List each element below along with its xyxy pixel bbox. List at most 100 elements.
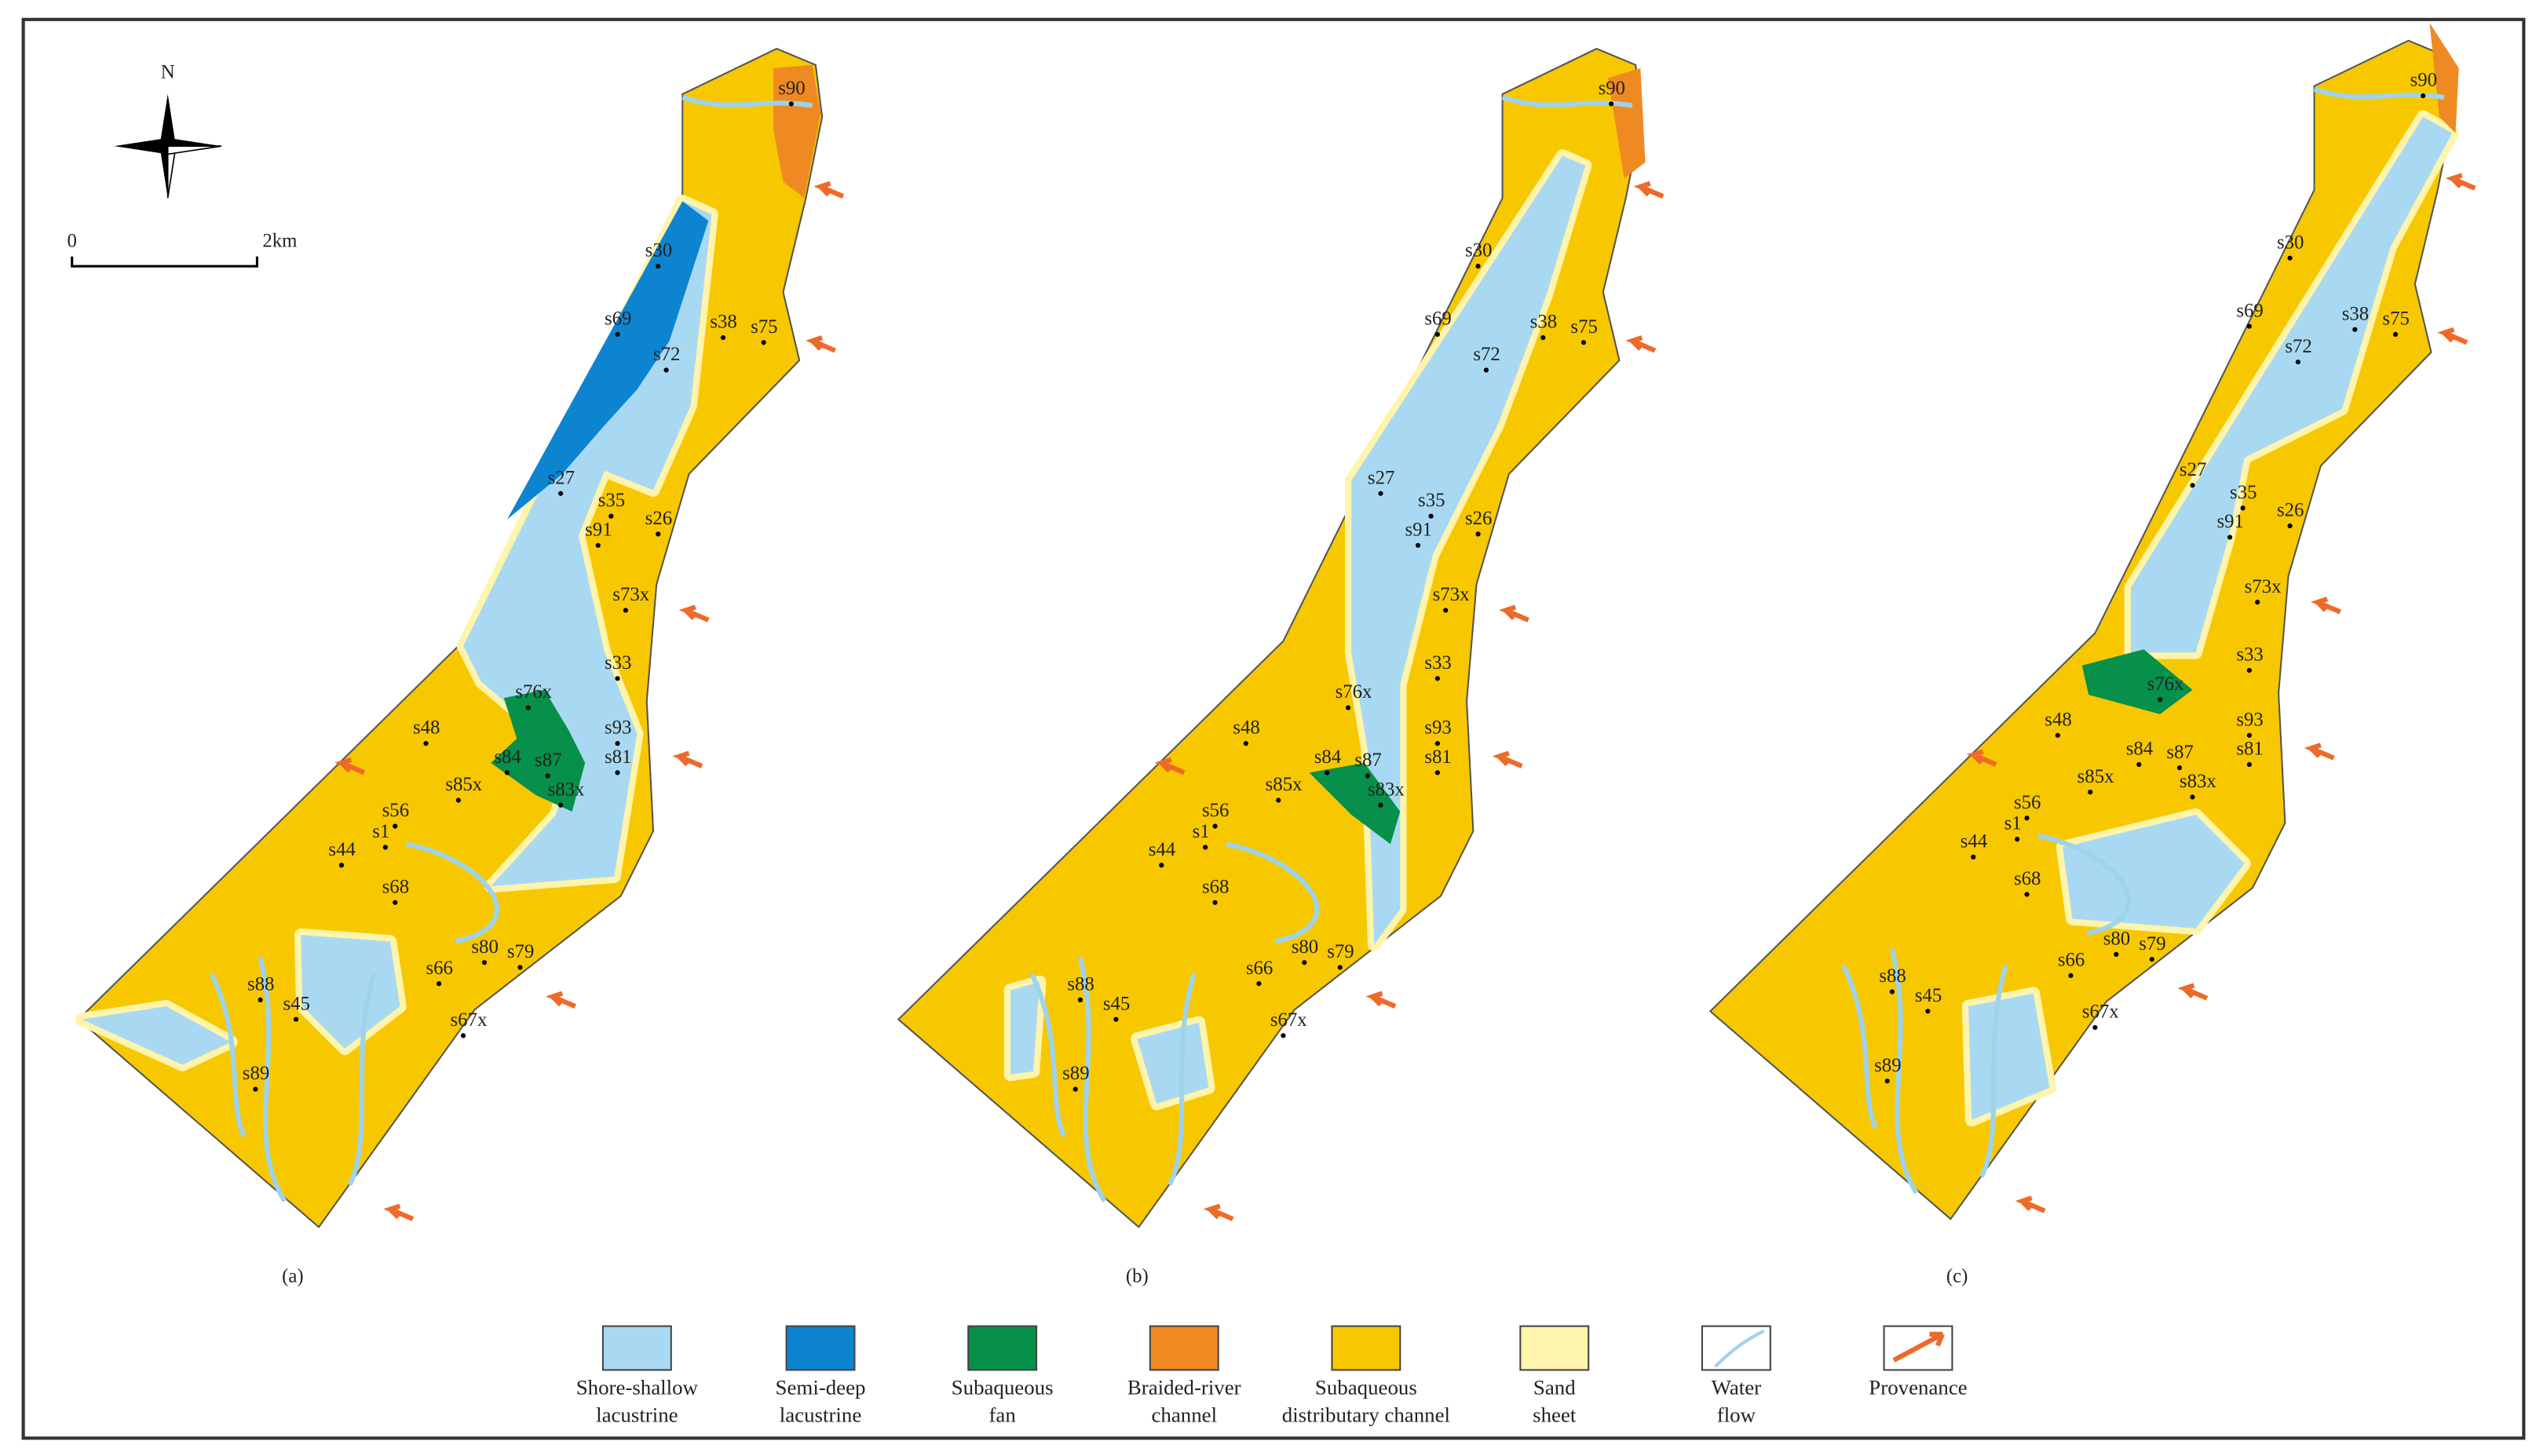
- provenance-arrow: [678, 604, 710, 622]
- well-dot: [1434, 770, 1440, 775]
- provenance-arrow: [2177, 983, 2209, 1001]
- panel-label: (a): [282, 1266, 304, 1287]
- well-label: s67x: [451, 1009, 488, 1031]
- well-dot: [720, 335, 726, 341]
- well-label: s72: [2285, 336, 2311, 357]
- well-label: s89: [243, 1063, 269, 1084]
- well-label: s81: [1424, 746, 1451, 768]
- water-flow: [1077, 957, 1107, 1202]
- well-label: s45: [283, 993, 310, 1014]
- legend-label: channel: [1151, 1403, 1217, 1427]
- shore-shallow-lacustrine: [294, 928, 407, 1056]
- well-label: s27: [548, 467, 575, 488]
- well-label: s68: [1202, 876, 1229, 897]
- well-label: s45: [1915, 985, 1942, 1006]
- legend-label: Braided-river: [1127, 1375, 1241, 1399]
- well-dot: [656, 531, 661, 537]
- water-flow: [2313, 86, 2445, 100]
- panel-facies: [1003, 68, 1646, 1111]
- well-label: s75: [1570, 316, 1597, 338]
- panel-facies: [1961, 22, 2459, 1127]
- well-dot: [2158, 697, 2163, 702]
- well-dot: [2136, 761, 2142, 768]
- well-label: s38: [710, 312, 736, 333]
- legend-label: Subaqueous: [952, 1375, 1054, 1399]
- legend-label: Water: [1712, 1375, 1762, 1399]
- well-dot: [1415, 542, 1421, 548]
- well-label: s89: [1874, 1055, 1901, 1076]
- well-label: s87: [2166, 742, 2193, 763]
- well-dot: [423, 741, 429, 746]
- water-flow: [347, 972, 377, 1187]
- shore-shallow-lacustrine: [1131, 1016, 1215, 1111]
- well-dot: [2055, 732, 2060, 738]
- north-label: N: [161, 61, 175, 82]
- well-dot: [2015, 837, 2020, 842]
- provenance-arrow: [546, 991, 576, 1009]
- panel-map: s90 s30 s69 s72 s38 s75 s27 s35 s91 s26 s73x s33 s76…: [897, 47, 1665, 1228]
- well-dot: [608, 513, 614, 519]
- well-label: s1: [372, 821, 389, 842]
- shore-shallow-lacustrine: [1003, 975, 1047, 1082]
- subaqueous-fan: [491, 689, 586, 812]
- well-label: s81: [605, 746, 631, 768]
- well-label: s35: [1418, 490, 1445, 511]
- well-label: s69: [1424, 308, 1451, 330]
- subaqueous-fan: [2081, 649, 2193, 714]
- well-dot: [338, 863, 345, 868]
- well-dot: [615, 741, 620, 746]
- shore-shallow-lacustrine: [1344, 149, 1592, 951]
- well-label: s91: [2217, 511, 2244, 532]
- provenance-arrow: [2015, 1195, 2046, 1213]
- well-label: s88: [1879, 965, 1906, 987]
- well-label: s85x: [1266, 774, 1303, 795]
- well-dot: [1378, 491, 1383, 496]
- provenance-arrow: [1625, 335, 1657, 353]
- legend-swatch: [1149, 1325, 1219, 1371]
- well-label: s26: [1465, 508, 1492, 529]
- well-dot: [1256, 981, 1262, 987]
- well-label: s91: [585, 519, 612, 540]
- distributary-channel: [1708, 39, 2455, 1221]
- water-flow: [1226, 841, 1320, 944]
- well-label: s72: [653, 344, 680, 365]
- well-dot: [558, 491, 564, 496]
- well-dot: [2092, 1024, 2098, 1031]
- well-label: s83x: [2180, 771, 2216, 792]
- well-label: s93: [605, 717, 631, 739]
- well-label: s35: [2230, 482, 2256, 503]
- facies-panel: s90 s30 s69 s72 s38 s75 s27 s35 s91 s26 s73x s33 s76…: [75, 47, 845, 1287]
- well-dot: [258, 997, 263, 1002]
- well-label: s38: [2342, 303, 2369, 324]
- well-dot: [2176, 765, 2183, 771]
- well-dot: [2246, 667, 2252, 673]
- well-dot: [436, 981, 442, 987]
- well-label: s80: [2103, 929, 2130, 950]
- provenance-arrow: [1966, 749, 1997, 767]
- well-dot: [2352, 327, 2358, 332]
- well-label: s44: [328, 839, 356, 860]
- well-label: s68: [382, 876, 409, 897]
- legend-label: lacustrine: [780, 1403, 861, 1427]
- well-dot: [1378, 802, 1383, 808]
- well-label: s91: [1405, 519, 1432, 540]
- well-label: s56: [2014, 792, 2041, 813]
- scale-start: 0: [67, 230, 76, 251]
- well-dot: [788, 101, 794, 107]
- subaqueous-fan: [1309, 762, 1401, 845]
- well-label: s84: [1314, 746, 1342, 768]
- well-dot: [1434, 741, 1440, 746]
- legend-label: Provenance: [1869, 1375, 1967, 1399]
- well-label: s73x: [612, 584, 649, 605]
- provenance-arrow: [2304, 743, 2335, 761]
- well-label: s33: [605, 652, 631, 673]
- provenance-arrow: [1499, 604, 1529, 622]
- well-label: s30: [645, 240, 672, 261]
- well-dot: [1077, 997, 1083, 1002]
- panel-label: (c): [1946, 1266, 1968, 1287]
- well-label: s44: [1960, 830, 1988, 852]
- legend-swatch: [967, 1325, 1038, 1371]
- water-flow: [2037, 833, 2132, 936]
- water-flow: [1501, 95, 1633, 108]
- shore-shallow-lacustrine: [2124, 110, 2459, 659]
